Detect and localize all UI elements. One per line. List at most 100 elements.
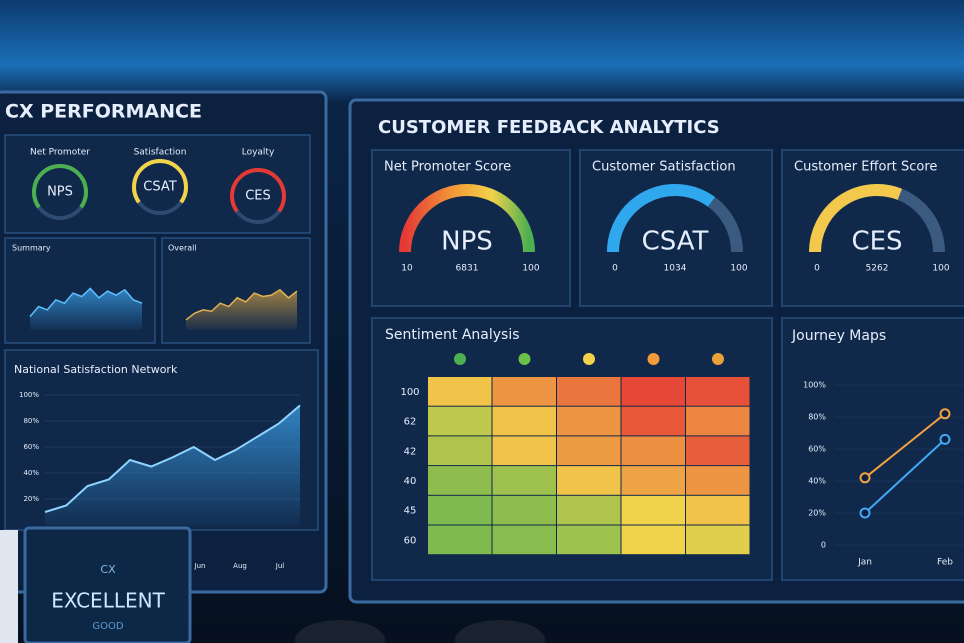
gauge-arc [809,184,903,253]
card-value: 5262 [866,264,889,274]
y-tick-label: 100% [19,391,39,399]
device [0,530,18,643]
heat-cell [557,406,621,436]
journey-line [864,413,946,479]
heat-cell [492,495,556,525]
row-label: 42 [404,446,417,457]
y-tick-label: 0 [821,541,826,550]
mini-area [30,288,142,330]
y-tick-label: 20% [808,509,826,518]
heat-cell [428,377,492,406]
heat-cell [492,436,556,466]
heat-cell [621,436,685,466]
x-tick-label: Aug [233,562,247,570]
y-tick-label: 60% [808,445,826,454]
network-title: National Satisfaction Network [14,363,178,376]
row-label: 62 [404,417,417,428]
gauge-label: Loyalty [242,148,275,158]
y-tick-label: 80% [808,413,826,422]
journey-point [939,433,951,445]
heat-cell [621,495,685,525]
heat-cell [492,406,556,436]
right-title: CUSTOMER FEEDBACK ANALYTICS [378,117,720,138]
word: CX [100,563,116,576]
card-value: 1034 [664,264,687,274]
heat-cell [492,466,556,495]
card-label: CES [851,227,902,257]
gauge-label: Satisfaction [134,148,187,158]
heat-cell [621,466,685,495]
sentiment-title: Sentiment Analysis [385,327,520,343]
card-value: 6831 [456,264,479,274]
gauge-arc [32,164,88,209]
card-max: 100 [730,264,747,274]
card-max: 100 [932,264,949,274]
journey-point [859,507,871,519]
journey-point [859,472,871,484]
y-tick-label: 60% [23,443,39,451]
heat-cell [428,525,492,555]
sentiment-icon [647,353,660,365]
heat-cell [428,495,492,525]
journey-point [939,408,951,420]
x-tick-label: Feb [937,558,953,568]
card-title: Customer Effort Score [794,160,937,175]
heat-cell [557,466,621,495]
row-label: 60 [404,535,417,546]
gauge-arc [607,184,715,253]
journey-line [864,438,946,514]
card-title: Net Promoter Score [384,160,511,175]
y-tick-label: 20% [23,495,39,503]
row-label: 40 [404,476,417,487]
heat-cell [686,406,750,436]
mini-area [186,289,297,330]
sentiment-icon [518,353,531,365]
mini-title: Summary [12,244,51,253]
y-tick-label: 40% [808,477,826,486]
card-min: 10 [401,264,413,274]
gauge-value: NPS [47,185,73,200]
y-tick-label: 80% [23,417,39,425]
heat-cell [686,525,750,555]
heat-cell [686,466,750,495]
gauge-arc [399,184,535,253]
card-min: 0 [612,264,618,274]
heat-cell [428,466,492,495]
x-tick-label: Jan [857,558,872,568]
heat-cell [557,495,621,525]
gauge-value: CES [245,189,271,204]
mini-title: Overall [168,244,197,253]
card-title: Customer Satisfaction [592,160,736,175]
row-label: 45 [404,506,417,517]
network-area [45,405,300,525]
gauge-arc [132,159,188,204]
sentiment-icon [583,353,595,365]
heat-cell [557,436,621,466]
heat-cell [557,525,621,555]
network-line [44,404,301,513]
heat-cell [557,377,621,406]
mini-line [185,288,298,321]
sentiment-icon [712,353,724,365]
y-tick-label: 40% [23,469,39,477]
heat-cell [492,525,556,555]
heat-cell [621,377,685,406]
heat-cell [428,436,492,466]
card-min: 0 [814,264,820,274]
journey-title: Journey Maps [791,328,886,344]
heat-cell [621,406,685,436]
monitor [23,526,192,643]
chair [295,620,385,643]
word: EXCELLENT [51,589,165,613]
x-tick-label: Jul [275,562,285,570]
heat-cell [621,525,685,555]
heat-cell [428,406,492,436]
sentiment-icon [454,353,466,365]
left-title: CX PERFORMANCE [5,101,202,123]
mini-line [29,287,143,318]
chair [455,620,545,643]
heat-cell [686,436,750,466]
y-tick-label: 100% [803,381,826,390]
